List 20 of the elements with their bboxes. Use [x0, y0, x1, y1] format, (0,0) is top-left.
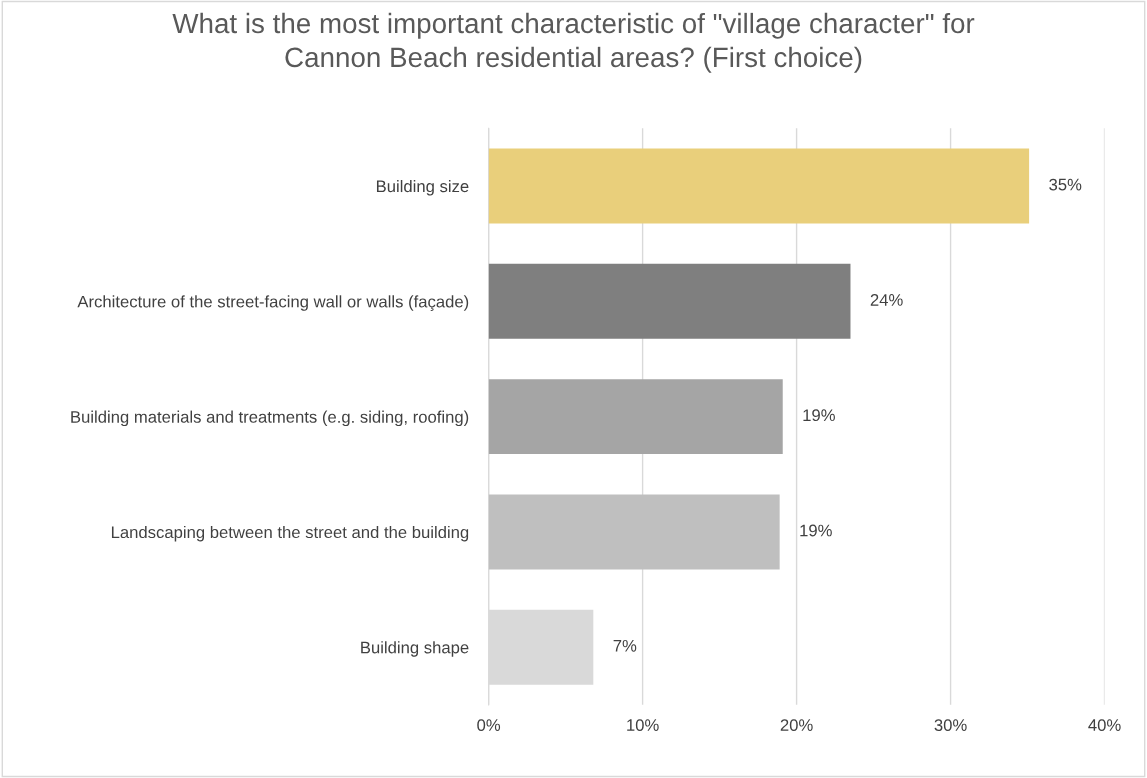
y-tick-label: Building shape — [361, 641, 469, 657]
bar — [488, 379, 783, 455]
bar — [488, 263, 851, 339]
data-label: 19% — [803, 409, 835, 422]
data-label: 24% — [870, 293, 903, 306]
x-tick-label: 0% — [477, 719, 501, 731]
x-tick-label: 20% — [780, 719, 813, 731]
data-label: 35% — [1049, 178, 1082, 191]
chart-title: What is the most important characteristic of "village character" for Cannon Beach residential areas? (First choice) — [172, 12, 975, 73]
bar — [488, 494, 780, 570]
x-tick-label: 30% — [934, 719, 967, 731]
data-label: 19% — [800, 524, 832, 537]
y-tick-label: Building materials and treatments (e.g. siding, roofing) — [71, 410, 469, 427]
x-tick-label: 10% — [627, 719, 659, 731]
y-tick-label: Landscaping between the street and the building — [111, 525, 469, 542]
y-tick-label: Building size — [376, 179, 469, 196]
y-tick-label: Architecture of the street-facing wall or walls (façade) — [77, 295, 469, 311]
data-label: 7% — [613, 639, 637, 652]
x-tick-label: 40% — [1088, 719, 1121, 731]
bar — [488, 148, 1030, 224]
